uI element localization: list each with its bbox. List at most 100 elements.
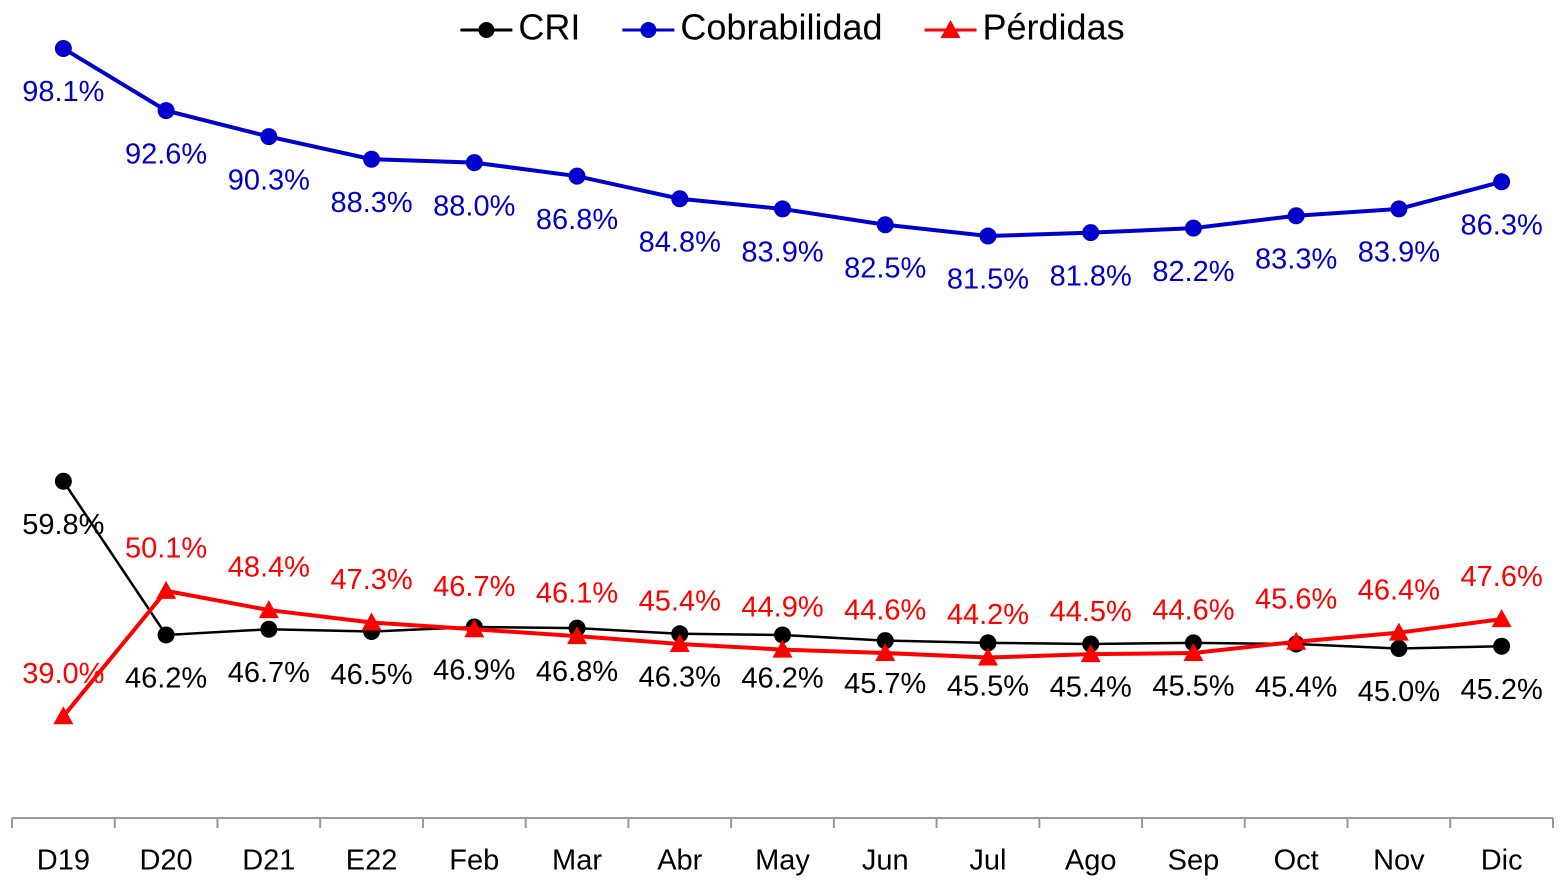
data-label: 45.7% xyxy=(844,668,926,700)
data-label: 46.4% xyxy=(1358,574,1440,606)
marker xyxy=(875,643,896,662)
x-tick-label: Dic xyxy=(1481,845,1523,877)
data-label: 46.7% xyxy=(433,571,515,603)
marker xyxy=(1287,207,1305,225)
marker xyxy=(54,39,72,57)
marker xyxy=(260,620,278,638)
legend-marker xyxy=(478,22,495,38)
x-tick-label: Mar xyxy=(552,845,602,877)
marker xyxy=(979,634,997,652)
marker xyxy=(157,626,175,644)
x-tick-label: Feb xyxy=(449,845,499,877)
marker xyxy=(977,647,998,666)
marker xyxy=(54,472,72,490)
data-label: 81.8% xyxy=(1050,260,1132,292)
data-label: 88.0% xyxy=(433,190,515,222)
data-label: 46.1% xyxy=(536,578,618,610)
marker xyxy=(671,625,689,643)
x-tick-label: D21 xyxy=(242,845,295,877)
marker xyxy=(1388,622,1409,641)
data-label: 83.3% xyxy=(1255,243,1337,275)
marker xyxy=(1184,219,1202,237)
marker xyxy=(464,619,485,638)
data-label: 39.0% xyxy=(22,658,104,690)
data-label: 88.3% xyxy=(330,187,412,219)
data-label: 86.8% xyxy=(536,204,618,236)
data-label: 90.3% xyxy=(228,164,310,196)
data-label: 44.6% xyxy=(1152,595,1234,627)
data-label: 46.7% xyxy=(228,657,310,689)
data-label: 45.2% xyxy=(1461,674,1543,706)
data-label: 92.6% xyxy=(125,138,207,170)
x-tick-label: Sep xyxy=(1168,845,1220,877)
data-label: 47.3% xyxy=(330,564,412,596)
data-label: 46.8% xyxy=(536,656,618,688)
data-label: 44.2% xyxy=(947,599,1029,631)
data-label: 44.9% xyxy=(741,591,823,623)
data-label: 45.5% xyxy=(947,671,1029,703)
marker xyxy=(1493,173,1511,191)
marker xyxy=(1184,634,1202,652)
x-tick-label: Oct xyxy=(1274,845,1319,877)
data-label: 47.6% xyxy=(1461,561,1543,593)
data-label: 82.2% xyxy=(1152,256,1234,288)
marker xyxy=(1082,224,1100,242)
marker xyxy=(363,150,381,168)
data-label: 83.9% xyxy=(741,237,823,269)
data-label: 44.6% xyxy=(844,595,926,627)
marker xyxy=(156,580,177,599)
marker xyxy=(567,626,588,645)
marker xyxy=(1286,631,1307,650)
x-tick-label: E22 xyxy=(346,845,398,877)
marker xyxy=(1390,200,1408,218)
x-tick-label: D20 xyxy=(139,845,192,877)
legend-marker xyxy=(640,22,657,38)
marker xyxy=(876,216,894,234)
x-tick-label: May xyxy=(755,845,810,877)
x-tick-label: Jun xyxy=(862,845,909,877)
marker xyxy=(979,227,997,245)
data-label: 81.5% xyxy=(947,264,1029,296)
x-tick-label: Jul xyxy=(969,845,1006,877)
data-label: 86.3% xyxy=(1461,209,1543,241)
x-tick-label: Abr xyxy=(657,845,702,877)
marker xyxy=(157,102,175,120)
legend-label: Pérdidas xyxy=(983,7,1125,48)
marker xyxy=(1491,609,1512,628)
data-label: 50.1% xyxy=(125,533,207,565)
data-label: 45.5% xyxy=(1152,671,1234,703)
data-label: 45.0% xyxy=(1358,676,1440,708)
data-label: 46.9% xyxy=(433,655,515,687)
marker xyxy=(258,600,279,619)
data-label: 83.9% xyxy=(1358,237,1440,269)
marker xyxy=(1080,644,1101,663)
marker xyxy=(669,633,690,652)
data-label: 46.3% xyxy=(639,661,721,693)
data-label: 98.1% xyxy=(22,76,104,108)
data-label: 59.8% xyxy=(22,509,104,541)
data-label: 46.2% xyxy=(741,663,823,695)
marker xyxy=(774,626,791,644)
marker xyxy=(260,128,278,146)
marker xyxy=(465,154,483,172)
legend-marker xyxy=(940,20,961,38)
data-label: 45.4% xyxy=(1050,672,1132,704)
x-tick-label: D19 xyxy=(37,845,90,877)
marker xyxy=(1493,637,1511,655)
legend-label: Cobrabilidad xyxy=(680,7,882,48)
legend-label: CRI xyxy=(518,7,580,48)
marker xyxy=(53,706,74,725)
marker xyxy=(361,612,382,631)
x-tick-label: Ago xyxy=(1065,845,1117,877)
marker xyxy=(1183,643,1204,662)
marker xyxy=(772,639,793,658)
data-label: 48.4% xyxy=(228,552,310,584)
marker xyxy=(774,200,791,218)
marker xyxy=(568,167,586,185)
data-label: 46.5% xyxy=(330,659,412,691)
marker xyxy=(671,190,689,208)
marker xyxy=(876,632,894,650)
data-label: 46.2% xyxy=(125,663,207,695)
marker xyxy=(1082,635,1100,653)
